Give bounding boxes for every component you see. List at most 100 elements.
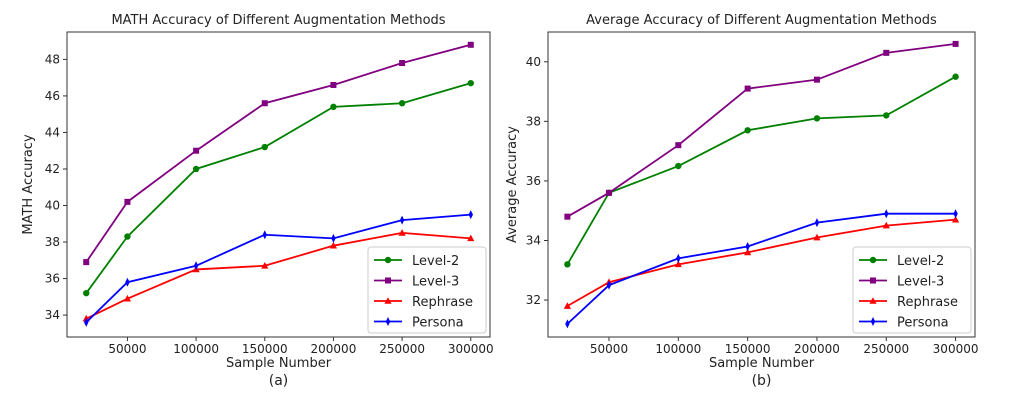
y-tick-label: 34 [45, 308, 60, 322]
marker-circle [564, 261, 571, 268]
marker-circle [384, 256, 392, 264]
marker-circle [813, 115, 821, 122]
legend-label: Level-2 [412, 254, 459, 269]
chart-panel-b: Average Accuracy of Different Augmentati… [505, 13, 978, 389]
y-axis-label: MATH Accuracy [21, 134, 36, 235]
marker-thin-diamond [468, 210, 473, 220]
marker-triangle [384, 297, 392, 304]
marker-triangle [744, 248, 752, 256]
legend-box [367, 246, 487, 334]
legend-label: Rephrase [897, 295, 958, 310]
marker-circle [330, 103, 337, 111]
marker-square [193, 147, 200, 154]
marker-triangle [467, 234, 475, 242]
marker-circle [83, 289, 90, 297]
marker-circle [675, 162, 682, 170]
marker-square [124, 198, 131, 205]
y-tick-label: 38 [45, 235, 60, 249]
marker-circle [883, 112, 890, 119]
chart-title: MATH Accuracy of Different Augmentation … [111, 13, 445, 28]
marker-thin-diamond [676, 253, 681, 263]
marker-thin-diamond [193, 261, 199, 271]
marker-thin-diamond [745, 241, 750, 251]
legend-label: Level-3 [897, 275, 944, 290]
marker-circle [124, 233, 131, 240]
plot-frame [547, 31, 976, 338]
x-tick-label: 200000 [794, 342, 840, 356]
marker-square [467, 41, 474, 48]
x-tick-label: 200000 [311, 342, 357, 356]
marker-thin-diamond [884, 209, 889, 219]
series-level-2 [83, 79, 474, 297]
y-tick-label: 40 [45, 199, 60, 213]
panel-caption: (b) [752, 373, 772, 389]
y-tick-label: 36 [526, 174, 541, 188]
marker-thin-diamond [385, 317, 391, 326]
marker-square [261, 100, 268, 107]
marker-thin-diamond [870, 317, 876, 326]
marker-square [564, 213, 571, 220]
marker-thin-diamond [84, 317, 89, 327]
y-tick-label: 34 [526, 233, 541, 247]
y-tick-label: 42 [45, 162, 60, 176]
marker-circle [744, 127, 751, 134]
y-tick-label: 36 [45, 272, 60, 286]
marker-square [813, 76, 820, 83]
marker-thin-diamond [125, 277, 130, 287]
y-tick-label: 40 [526, 55, 541, 69]
marker-triangle [869, 297, 877, 304]
y-tick-label: 32 [526, 293, 541, 307]
x-tick-label: 50000 [590, 342, 628, 356]
series-persona [565, 209, 958, 329]
legend-label: Persona [897, 316, 949, 331]
x-tick-label: 250000 [379, 342, 425, 356]
marker-triangle [674, 260, 682, 268]
marker-thin-diamond [331, 233, 336, 243]
legend-label: Persona [412, 316, 464, 331]
series-rephrase [82, 229, 475, 322]
chart-title: Average Accuracy of Different Augmentati… [586, 13, 937, 28]
panel-caption: (a) [269, 373, 289, 389]
marker-triangle [123, 294, 132, 302]
legend-label: Rephrase [412, 295, 473, 310]
legend-label: Level-3 [412, 275, 459, 290]
y-tick-label: 38 [526, 114, 541, 128]
marker-square [83, 259, 90, 266]
legend-label: Level-2 [897, 254, 944, 269]
marker-thin-diamond [606, 280, 612, 290]
marker-square [744, 85, 751, 92]
marker-square [870, 277, 876, 284]
marker-thin-diamond [399, 215, 405, 225]
x-tick-label: 100000 [173, 342, 219, 356]
x-tick-label: 300000 [448, 342, 494, 356]
series-level-2 [564, 73, 959, 268]
marker-triangle [813, 233, 821, 241]
marker-square [952, 40, 959, 47]
series-line [566, 75, 957, 265]
marker-triangle [882, 221, 890, 229]
marker-triangle [329, 241, 338, 249]
marker-triangle [398, 229, 406, 236]
x-tick-label: 250000 [863, 342, 909, 356]
chart-panel-a: MATH Accuracy of Different Augmentation … [21, 13, 494, 389]
marker-circle [398, 100, 406, 107]
legend: Level-2 Level-3 Rephrase Persona [367, 246, 487, 334]
series-line [566, 43, 956, 218]
x-axis-label: Sample Number [709, 356, 815, 371]
x-tick-label: 50000 [108, 342, 146, 356]
marker-circle [467, 79, 474, 87]
y-tick-label: 44 [45, 125, 60, 139]
marker-circle [869, 256, 877, 264]
marker-square [385, 277, 391, 284]
marker-square [399, 60, 406, 67]
legend: Level-2 Level-3 Rephrase Persona [852, 246, 972, 334]
plot-frame [66, 31, 491, 338]
marker-thin-diamond [262, 230, 267, 240]
marker-triangle [563, 302, 572, 309]
marker-square [675, 142, 682, 149]
series-level-3 [83, 41, 474, 266]
legend-box [852, 246, 972, 334]
marker-thin-diamond [953, 209, 958, 219]
x-tick-label: 100000 [655, 342, 701, 356]
